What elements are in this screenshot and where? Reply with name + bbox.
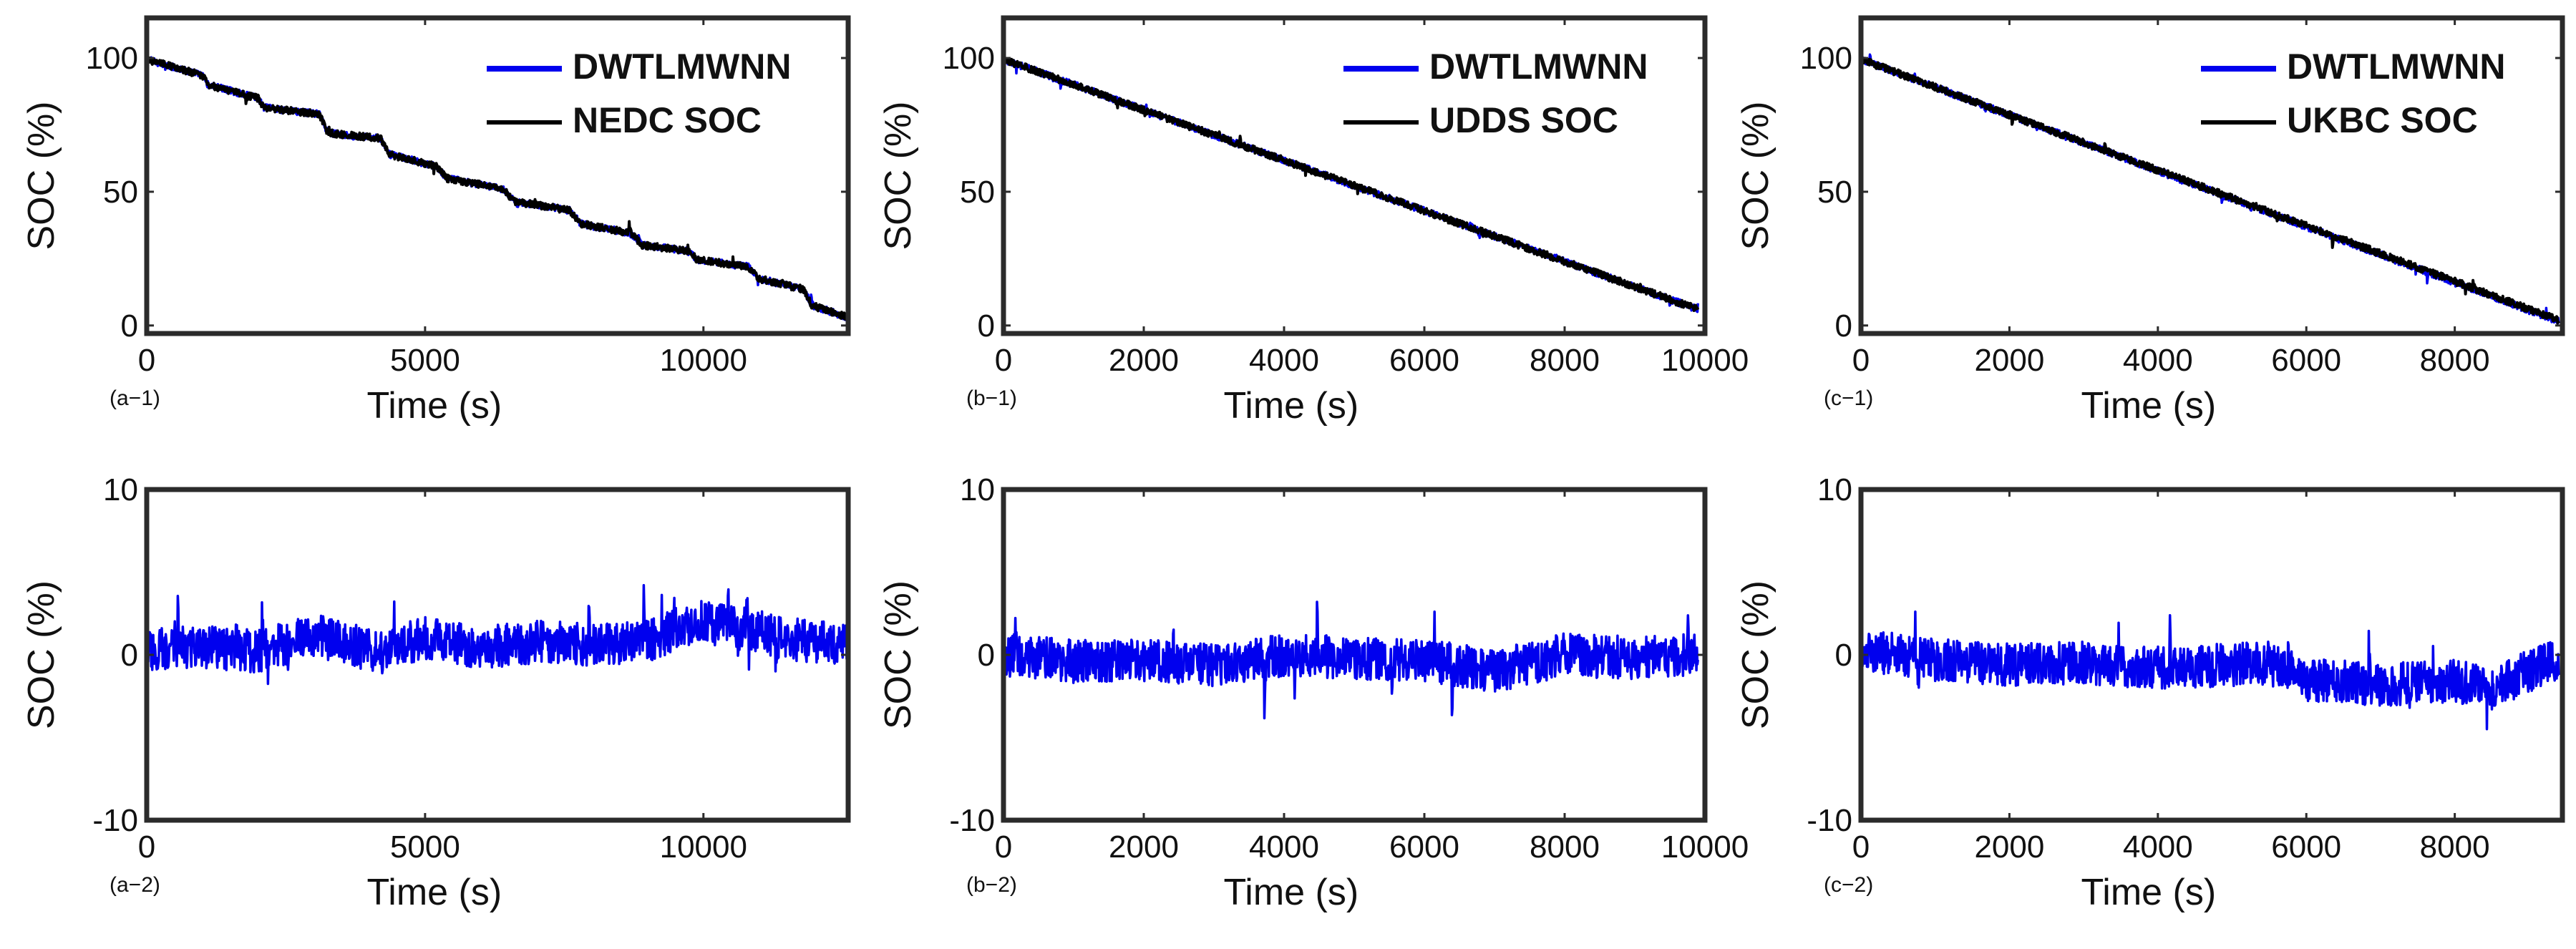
chart-a-1-xtick-label: 10000 xyxy=(660,343,747,378)
chart-a-2-ylabel: SOC (%) xyxy=(21,580,62,729)
chart-b-1-panel-label: (b−1) xyxy=(966,386,1017,410)
chart-a-1-panel-label: (a−1) xyxy=(110,386,160,410)
chart-a-1-xlabel: Time (s) xyxy=(366,385,502,427)
chart-a-1-legend-label: NEDC SOC xyxy=(573,100,762,140)
chart-c-2-ytick-label: 10 xyxy=(1817,472,1852,507)
chart-c-2-plot-area xyxy=(1861,610,2560,731)
chart-c-1-axes-frame xyxy=(1858,15,2565,336)
chart-b-1-ytick-label: 50 xyxy=(960,175,995,210)
chart-b-2-ylabel: SOC (%) xyxy=(878,580,919,729)
chart-b-1-ylabel: SOC (%) xyxy=(878,102,919,250)
chart-c-1-xtick-label: 8000 xyxy=(2420,343,2490,378)
chart-c-2-xtick-label: 4000 xyxy=(2123,829,2193,865)
chart-a-1-ytick-label: 0 xyxy=(121,308,138,344)
chart-c-2-ytick-label: -10 xyxy=(1807,803,1852,838)
chart-c-2-ytick-label: 0 xyxy=(1835,638,1852,673)
chart-b-1-legend: DWTLMWNN UDDS SOC xyxy=(1343,47,1648,140)
chart-c-1-xtick-label: 4000 xyxy=(2123,343,2193,378)
chart-a-1-series-nedc-soc xyxy=(147,56,848,321)
chart-b-1-ytick-label: 0 xyxy=(978,308,995,344)
chart-c-1-ytick-label: 0 xyxy=(1835,308,1852,344)
chart-c-2-panel-label: (c−2) xyxy=(1824,873,1873,897)
chart-c-2-xtick-label: 8000 xyxy=(2420,829,2490,865)
chart-b-1-xtick-label: 0 xyxy=(995,343,1012,378)
chart-b-1-axes-frame xyxy=(1001,15,1708,336)
chart-c-1-xtick-label: 0 xyxy=(1852,343,1870,378)
chart-c-1-xtick-label: 6000 xyxy=(2271,343,2341,378)
chart-a-2-plot-area xyxy=(147,583,848,686)
chart-b-1-legend-label: UDDS SOC xyxy=(1429,100,1618,140)
chart-a-1-axes-frame xyxy=(144,15,851,336)
chart-c-1: 0 2000 4000 6000 8000 0 50 100 Time (s) SOC (%) (c… xyxy=(1735,15,2565,427)
chart-c-2-xtick-label: 0 xyxy=(1852,829,1870,865)
chart-c-2-series-dwtlmwnn-error xyxy=(1861,610,2560,731)
chart-c-1-legend: DWTLMWNN UKBC SOC xyxy=(2201,47,2505,140)
chart-a-2-xlabel: Time (s) xyxy=(366,872,502,913)
chart-c-2-xtick-label: 6000 xyxy=(2271,829,2341,865)
chart-a-2-xtick-label: 0 xyxy=(138,829,155,865)
chart-b-2-xtick-label: 6000 xyxy=(1389,829,1459,865)
chart-a-2-xtick-label: 5000 xyxy=(390,829,460,865)
chart-a-1-ytick-label: 100 xyxy=(86,41,138,76)
chart-b-2-xtick-label: 0 xyxy=(995,829,1012,865)
chart-a-2-series-dwtlmwnn-error xyxy=(147,583,848,686)
chart-b-1: 0 2000 4000 6000 8000 10000 0 50 100 Time (s) SOC … xyxy=(878,15,1749,427)
chart-c-2-xlabel: Time (s) xyxy=(2081,872,2216,913)
chart-a-1-legend: DWTLMWNN NEDC SOC xyxy=(487,47,791,140)
chart-a-2-ytick-label: 0 xyxy=(121,638,138,673)
chart-b-2-ytick-label: 10 xyxy=(960,472,995,507)
chart-a-2-panel-label: (a−2) xyxy=(110,873,160,897)
chart-a-1-xtick-label: 0 xyxy=(138,343,155,378)
chart-b-1-ytick-label: 100 xyxy=(943,41,995,76)
chart-c-1-xlabel: Time (s) xyxy=(2081,385,2216,427)
chart-b-2-xtick-label: 4000 xyxy=(1249,829,1319,865)
chart-b-1-xtick-label: 2000 xyxy=(1109,343,1179,378)
chart-a-1-ytick-label: 50 xyxy=(103,175,138,210)
chart-b-1-plot-area xyxy=(1003,55,1700,313)
chart-b-1-series-udds-soc xyxy=(1003,56,1700,312)
chart-a-2-ytick-label: 10 xyxy=(103,472,138,507)
chart-b-2-plot-area xyxy=(1003,600,1699,720)
chart-a-2-ytick-label: -10 xyxy=(92,803,138,838)
chart-c-2-ylabel: SOC (%) xyxy=(1735,580,1777,729)
chart-b-2-xtick-label: 10000 xyxy=(1661,829,1749,865)
chart-a-1: 0 5000 10000 0 50 100 Time (s) SOC (%) (a−1) DWTL… xyxy=(21,15,851,427)
chart-c-1-panel-label: (c−1) xyxy=(1824,386,1873,410)
chart-c-1-xtick-label: 2000 xyxy=(1974,343,2044,378)
chart-b-2-panel-label: (b−2) xyxy=(966,873,1017,897)
chart-b-2-series-dwtlmwnn-error xyxy=(1003,600,1699,720)
chart-a-2-xtick-label: 10000 xyxy=(660,829,747,865)
chart-c-1-legend-label: DWTLMWNN xyxy=(2287,47,2505,87)
chart-c-1-ytick-label: 50 xyxy=(1817,175,1852,210)
chart-a-1-legend-label: DWTLMWNN xyxy=(573,47,791,87)
chart-b-1-xlabel: Time (s) xyxy=(1223,385,1359,427)
chart-b-1-legend-label: DWTLMWNN xyxy=(1429,47,1648,87)
chart-b-1-xtick-label: 6000 xyxy=(1389,343,1459,378)
chart-b-2-xtick-label: 8000 xyxy=(1530,829,1600,865)
chart-a-1-xtick-label: 5000 xyxy=(390,343,460,378)
chart-c-1-series-ukbc-soc xyxy=(1861,57,2560,325)
chart-c-1-plot-area xyxy=(1861,53,2560,325)
chart-c-2-xtick-label: 2000 xyxy=(1974,829,2044,865)
chart-b-1-xtick-label: 10000 xyxy=(1661,343,1749,378)
chart-c-1-legend-label: UKBC SOC xyxy=(2287,100,2478,140)
chart-b-1-xtick-label: 4000 xyxy=(1249,343,1319,378)
chart-b-2-ytick-label: 0 xyxy=(978,638,995,673)
chart-c-1-ylabel: SOC (%) xyxy=(1735,102,1777,250)
chart-b-2-xtick-label: 2000 xyxy=(1109,829,1179,865)
chart-b-2-ytick-label: -10 xyxy=(949,803,995,838)
chart-b-2-xlabel: Time (s) xyxy=(1223,872,1359,913)
chart-a-1-plot-area xyxy=(147,56,848,322)
chart-a-1-ylabel: SOC (%) xyxy=(21,102,62,250)
chart-c-1-ytick-label: 100 xyxy=(1800,41,1852,76)
chart-b-1-xtick-label: 8000 xyxy=(1530,343,1600,378)
